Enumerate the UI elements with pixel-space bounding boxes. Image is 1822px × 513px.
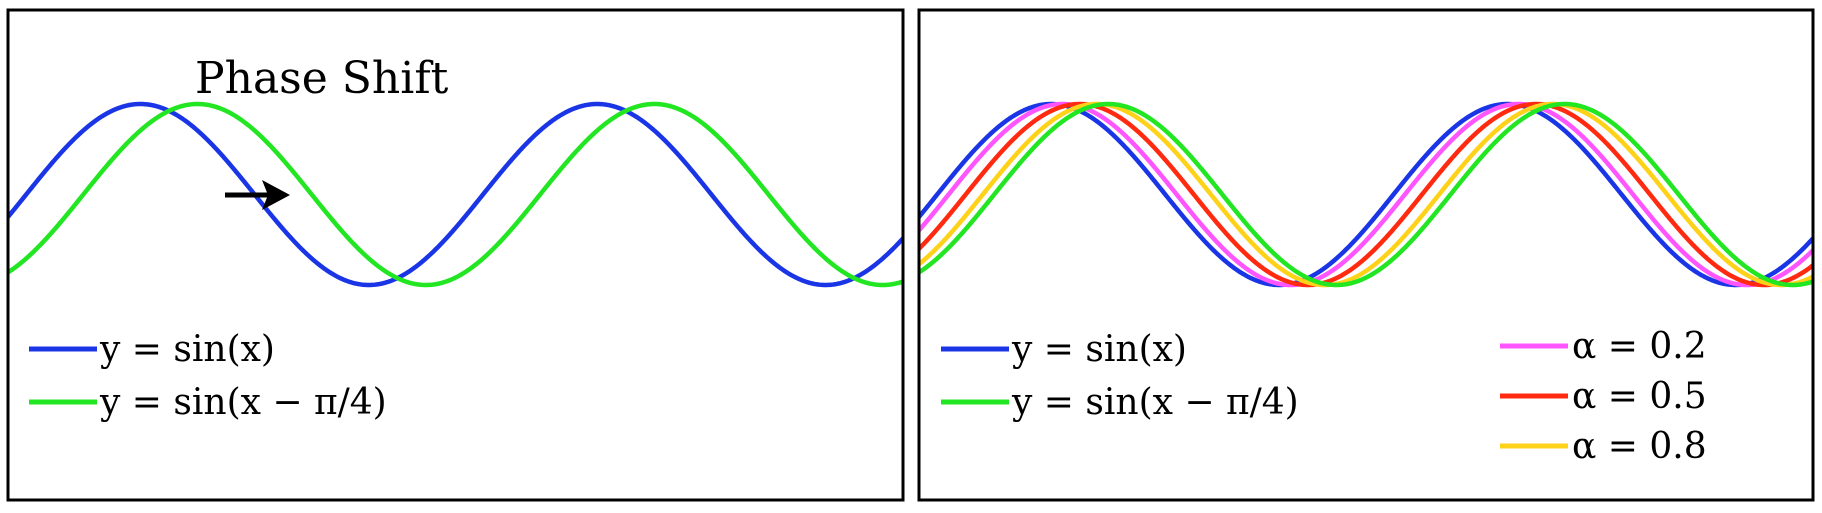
right-legend: y = sin(x) y = sin(x − π/4) α = 0.2 α = … bbox=[941, 326, 1707, 467]
left-legend-label-shifted: y = sin(x − π/4) bbox=[99, 382, 387, 423]
right-legend-label-alpha-05: α = 0.5 bbox=[1572, 376, 1707, 417]
left-series-curves bbox=[9, 101, 902, 288]
right-legend-label-shifted: y = sin(x − π/4) bbox=[1011, 382, 1299, 423]
left-panel-frame bbox=[6, 8, 905, 502]
right-series-line-4 bbox=[920, 101, 1812, 288]
left-chart-title: Phase Shift bbox=[195, 53, 449, 104]
right-legend-label-sin: y = sin(x) bbox=[1011, 329, 1187, 370]
left-legend: y = sin(x) y = sin(x − π/4) bbox=[29, 329, 387, 423]
left-series-line-0 bbox=[9, 101, 902, 288]
left-series-line-1 bbox=[9, 101, 902, 288]
right-series-line-3 bbox=[920, 101, 1812, 288]
right-series-curves bbox=[920, 101, 1812, 288]
right-legend-label-alpha-08: α = 0.8 bbox=[1572, 426, 1707, 467]
right-legend-label-alpha-02: α = 0.2 bbox=[1572, 326, 1707, 367]
right-panel: y = sin(x) y = sin(x − π/4) α = 0.2 α = … bbox=[917, 8, 1815, 502]
phase-shift-arrow bbox=[225, 180, 290, 210]
right-series-line-1 bbox=[920, 101, 1812, 288]
left-panel: Phase Shift y = sin(x) y = sin(x − π/4) bbox=[6, 8, 905, 502]
left-legend-label-sin: y = sin(x) bbox=[99, 329, 275, 370]
